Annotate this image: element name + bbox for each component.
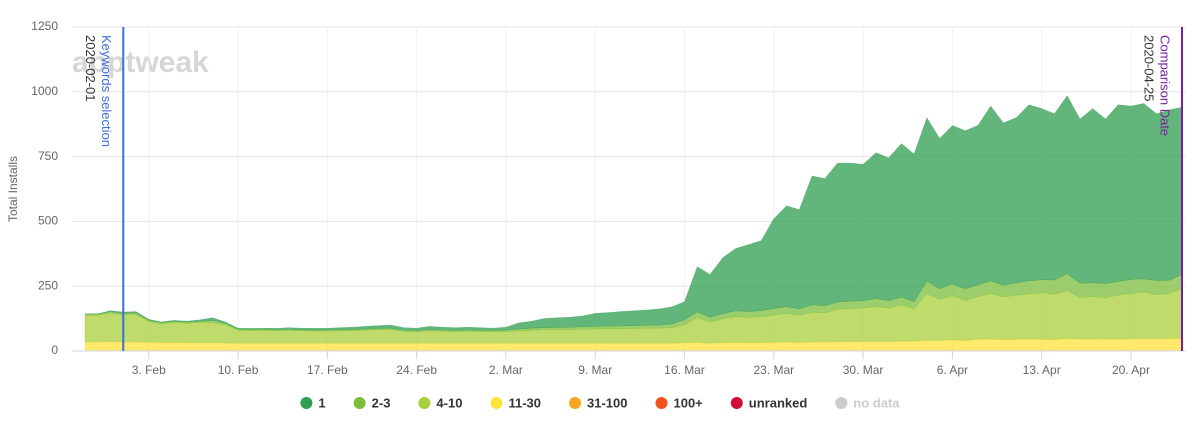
- x-tick-label: 6. Apr: [937, 363, 968, 377]
- x-tick-label: 10. Feb: [218, 363, 259, 377]
- legend-item[interactable]: 31-100: [569, 395, 627, 410]
- legend-symbol: [490, 397, 503, 409]
- marker-date: 2020-04-25: [1142, 35, 1157, 102]
- legend-label: no data: [853, 395, 900, 410]
- x-tick-label: 24. Feb: [396, 363, 437, 377]
- legend-symbol: [418, 397, 431, 409]
- legend-label: 1: [318, 395, 325, 410]
- y-tick-label: 1250: [31, 19, 58, 33]
- x-tick-label: 17. Feb: [307, 363, 348, 377]
- legend-item[interactable]: 4-10: [418, 395, 462, 410]
- y-tick-label: 0: [51, 343, 58, 357]
- legend-item[interactable]: unranked: [730, 395, 808, 410]
- legend-label: 11-30: [508, 395, 541, 410]
- x-tick-label: 20. Apr: [1112, 363, 1150, 377]
- y-tick-label: 250: [38, 278, 58, 292]
- x-tick-label: 9. Mar: [578, 363, 612, 377]
- watermark: apptweak: [72, 46, 209, 79]
- x-tick-label: 23. Mar: [753, 363, 794, 377]
- marker-label: Comparison Date: [1158, 35, 1173, 136]
- x-tick-label: 16. Mar: [664, 363, 705, 377]
- marker-date: 2020-02-01: [83, 35, 98, 102]
- legend-item[interactable]: no data: [835, 395, 900, 410]
- x-tick-label: 30. Mar: [843, 363, 884, 377]
- legend: 1 2-3 4-10 11-30 31-100 100+ unranked no data: [300, 395, 900, 410]
- legend-label: 31-100: [587, 395, 627, 410]
- legend-label: 4-10: [436, 395, 462, 410]
- legend-label: 100+: [673, 395, 703, 410]
- y-tick-label: 750: [38, 149, 58, 163]
- y-tick-label: 500: [38, 214, 58, 228]
- legend-item[interactable]: 1: [300, 395, 326, 410]
- marker-label: Keywords selection: [99, 35, 114, 147]
- legend-symbol: [300, 397, 313, 409]
- legend-symbol: [353, 397, 366, 409]
- x-tick-label: 2. Mar: [489, 363, 523, 377]
- legend-item[interactable]: 11-30: [490, 395, 541, 410]
- legend-item[interactable]: 100+: [655, 395, 703, 410]
- legend-label: unranked: [749, 395, 808, 410]
- x-tick-label: 3. Feb: [132, 363, 166, 377]
- legend-symbol: [655, 397, 668, 409]
- legend-symbol: [835, 397, 848, 409]
- legend-label: 2-3: [372, 395, 391, 410]
- y-axis-label: Total Installs: [6, 156, 20, 222]
- legend-symbol: [730, 397, 743, 409]
- x-tick-label: 13. Apr: [1023, 363, 1061, 377]
- legend-item[interactable]: 2-3: [353, 395, 391, 410]
- y-tick-label: 1000: [31, 84, 58, 98]
- legend-symbol: [569, 397, 582, 409]
